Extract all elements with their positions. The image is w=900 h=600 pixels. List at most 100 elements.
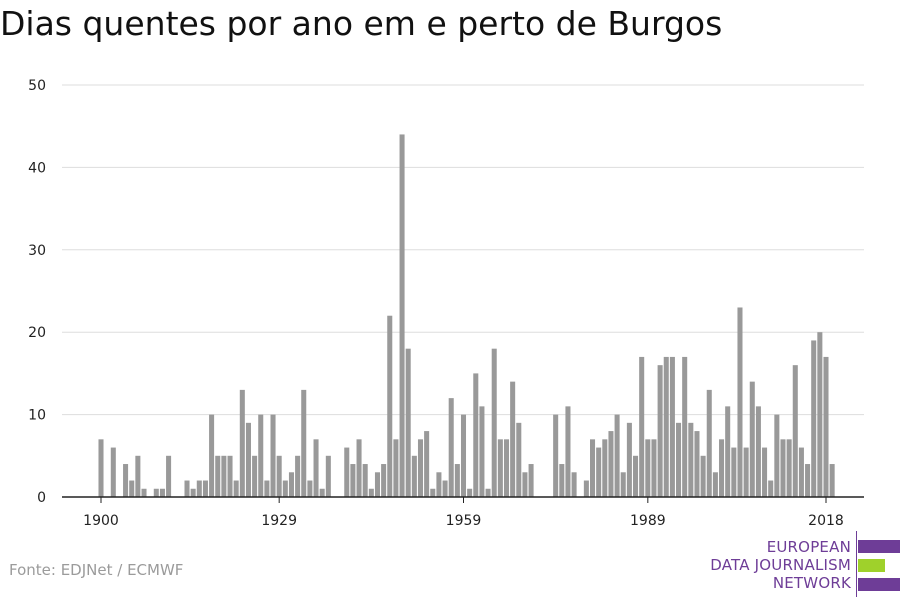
bar <box>768 480 774 497</box>
bar <box>436 472 442 497</box>
bar <box>448 398 454 497</box>
bar <box>374 472 380 497</box>
bar <box>393 439 399 497</box>
logo-divider <box>856 531 857 597</box>
bar <box>829 464 835 497</box>
x-tick-label: 1959 <box>446 513 482 529</box>
bar <box>245 422 251 497</box>
bar <box>387 315 393 497</box>
bar <box>356 439 362 497</box>
bar <box>270 414 276 497</box>
bar <box>110 447 116 497</box>
bar <box>405 348 411 497</box>
bar <box>805 464 811 497</box>
bar <box>719 439 725 497</box>
bar <box>596 447 602 497</box>
bar <box>755 406 761 497</box>
bar <box>497 439 503 497</box>
bar <box>608 431 614 497</box>
bar <box>762 447 768 497</box>
x-tick-label: 1900 <box>83 513 119 529</box>
bar <box>141 488 147 497</box>
bar <box>479 406 485 497</box>
bar <box>166 455 172 497</box>
bar <box>227 455 233 497</box>
bar <box>301 389 307 497</box>
bar <box>430 488 436 497</box>
bar <box>202 480 208 497</box>
bar <box>135 455 141 497</box>
bar <box>694 431 700 497</box>
bar <box>209 414 215 497</box>
bar <box>798 447 804 497</box>
bar <box>651 439 657 497</box>
bar <box>522 472 528 497</box>
y-tick-label: 10 <box>28 408 46 424</box>
bar <box>233 480 239 497</box>
bar <box>184 480 190 497</box>
bar <box>712 472 718 497</box>
bar <box>424 431 430 497</box>
bar <box>153 488 159 497</box>
bar <box>743 447 749 497</box>
bar <box>258 414 264 497</box>
bar <box>817 332 823 497</box>
bar <box>239 389 245 497</box>
bar <box>633 455 639 497</box>
bar <box>620 472 626 497</box>
bar <box>264 480 270 497</box>
bar <box>473 373 479 497</box>
bar <box>319 488 325 497</box>
chart-title: Dias quentes por ano em e perto de Burgo… <box>0 4 723 43</box>
bar <box>559 464 565 497</box>
bar <box>98 439 104 497</box>
edjnet-logo[interactable]: EUROPEAN DATA JOURNALISM NETWORK <box>700 531 900 597</box>
bar <box>774 414 780 497</box>
bar <box>553 414 559 497</box>
y-tick-label: 40 <box>28 160 46 176</box>
bar <box>417 439 424 497</box>
bar <box>749 381 755 497</box>
bar <box>399 134 405 497</box>
bar <box>442 480 448 497</box>
bar <box>528 464 534 497</box>
bar <box>571 472 577 497</box>
bar <box>645 439 651 497</box>
bar <box>706 389 712 497</box>
bar <box>215 455 221 497</box>
bar <box>823 356 829 497</box>
bar <box>682 356 688 497</box>
bar <box>295 455 301 497</box>
bar <box>491 348 497 497</box>
bar <box>626 422 632 497</box>
bar <box>313 439 319 497</box>
bar <box>731 447 737 497</box>
bar <box>786 439 792 497</box>
bar <box>639 356 645 497</box>
logo-bar-middle <box>858 559 885 572</box>
x-tick-label: 2018 <box>808 513 844 529</box>
y-tick-label: 30 <box>28 243 46 259</box>
bar <box>159 488 165 497</box>
logo-line-3: NETWORK <box>772 574 851 592</box>
bar <box>307 480 313 497</box>
bar <box>344 447 350 497</box>
bar <box>221 455 227 497</box>
bar <box>663 356 669 497</box>
logo-line-2: DATA JOURNALISM <box>710 556 851 574</box>
y-tick-label: 50 <box>28 78 46 94</box>
bar <box>510 381 516 497</box>
bar <box>325 455 331 497</box>
y-tick-label: 0 <box>37 490 46 506</box>
x-tick-label: 1989 <box>630 513 666 529</box>
bar <box>467 488 473 497</box>
bar <box>700 455 706 497</box>
bar <box>583 480 589 497</box>
bar <box>657 365 663 497</box>
bar <box>516 422 522 497</box>
bar <box>780 439 786 497</box>
bar <box>688 422 694 497</box>
bar <box>792 365 798 497</box>
bar <box>288 472 294 497</box>
